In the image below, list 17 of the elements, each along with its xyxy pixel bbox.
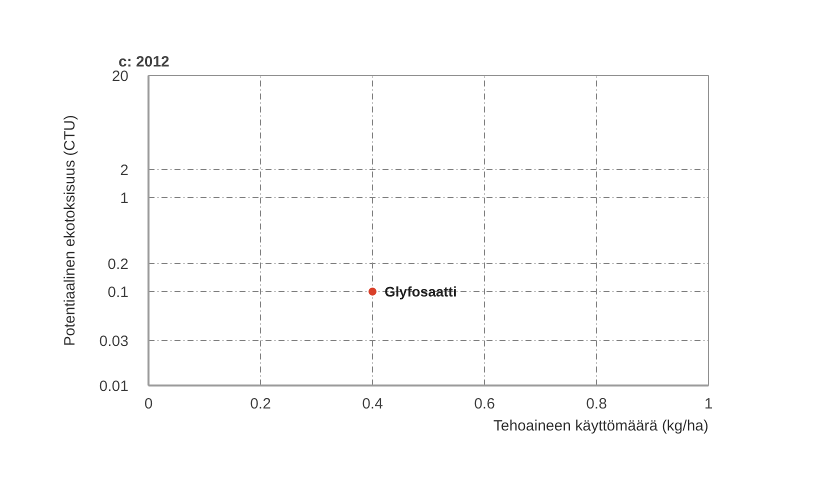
x-tick-label: 0.2 bbox=[250, 396, 271, 412]
x-tick-label: 0.4 bbox=[362, 396, 383, 412]
y-axis-title: Potentiaalinen ekotoksisuus (CTU) bbox=[61, 115, 78, 346]
x-tick-label: 0.8 bbox=[586, 396, 607, 412]
y-tick-label: 2 bbox=[120, 162, 128, 179]
y-tick-label: 0.2 bbox=[108, 256, 129, 273]
y-tick-label: 0.03 bbox=[99, 333, 129, 350]
series-label: Glyfosaatti bbox=[384, 284, 457, 300]
y-tick-label: 0.01 bbox=[99, 378, 129, 395]
x-tick-label: 0 bbox=[144, 396, 153, 412]
x-tick-label: 0.6 bbox=[474, 396, 495, 412]
y-tick-label: 0.1 bbox=[108, 284, 129, 302]
x-tick-label: 1 bbox=[704, 396, 713, 412]
x-axis-title: Tehoaineen käyttömäärä (kg/ha) bbox=[493, 418, 709, 434]
chart-title: c: 2012 bbox=[118, 54, 170, 70]
y-tick-label: 20 bbox=[112, 68, 129, 85]
y-tick-label: 1 bbox=[120, 190, 128, 208]
